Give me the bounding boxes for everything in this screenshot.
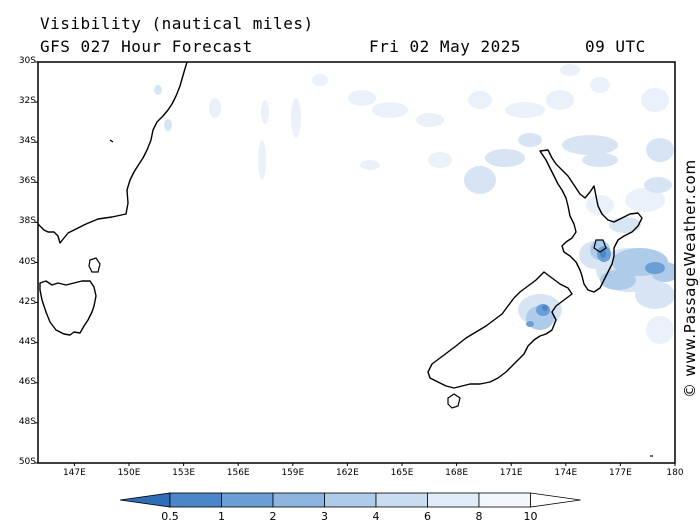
latitude-label: 32S — [18, 96, 36, 107]
latitude-label: 50S — [18, 457, 36, 467]
map-frame — [37, 61, 676, 464]
visibility-colorbar — [119, 492, 581, 508]
latitude-label: 36S — [18, 176, 36, 187]
longitude-label: 153E — [172, 468, 196, 478]
longitude-label: 180 — [666, 468, 684, 478]
colorbar-segment — [478, 492, 531, 508]
forecast-time: 09 UTC — [585, 37, 646, 56]
longitude-label: 165E — [390, 468, 414, 478]
longitude-ticks — [73, 463, 676, 466]
colorbar-segment — [221, 492, 274, 508]
longitude-label: 147E — [62, 468, 86, 478]
tasmania-coast — [39, 280, 97, 336]
latitude-label: 38S — [18, 216, 36, 227]
colorbar-high-arrow — [530, 492, 581, 508]
latitude-label: 30S — [18, 56, 36, 66]
latitude-label: 40S — [18, 256, 36, 267]
new-zealand-south-island — [427, 271, 573, 389]
latitude-label: 48S — [18, 416, 36, 427]
australia-coast — [38, 62, 188, 244]
longitude-label: 168E — [445, 468, 469, 478]
forecast-label: GFS 027 Hour Forecast — [40, 37, 253, 56]
longitude-label: 159E — [281, 468, 305, 478]
colorbar-segment — [272, 492, 325, 508]
latitude-ticks — [35, 61, 38, 464]
colorbar-label: 10 — [523, 510, 538, 523]
map-title: Visibility (nautical miles) — [40, 14, 314, 33]
longitude-label: 162E — [335, 468, 359, 478]
longitude-label: 150E — [117, 468, 141, 478]
latitude-label: 34S — [18, 136, 36, 147]
colorbar-segment — [169, 492, 222, 508]
colorbar-label: 8 — [475, 510, 483, 523]
colorbar-segment — [375, 492, 428, 508]
latitude-label: 44S — [18, 336, 36, 347]
visibility-shading — [38, 62, 675, 457]
colorbar-label: 1 — [218, 510, 225, 523]
latitude-label: 42S — [18, 296, 36, 307]
colorbar-label: 2 — [269, 510, 277, 523]
longitude-label: 177E — [608, 468, 632, 478]
colorbar-segment — [324, 492, 377, 508]
colorbar-label: 4 — [372, 510, 380, 523]
colorbar-label: 0.5 — [161, 510, 179, 523]
longitude-label: 156E — [226, 468, 250, 478]
longitude-label: 174E — [554, 468, 578, 478]
site-credit: © www.PassageWeather.com — [681, 159, 699, 398]
longitude-label: 171E — [499, 468, 523, 478]
colorbar-low-arrow — [119, 492, 171, 508]
colorbar-label: 6 — [424, 510, 431, 523]
latitude-label: 46S — [18, 376, 36, 387]
colorbar-segment — [427, 492, 480, 508]
new-zealand-north-island — [539, 149, 643, 293]
forecast-date: Fri 02 May 2025 — [369, 37, 521, 56]
colorbar-label: 3 — [321, 510, 328, 523]
